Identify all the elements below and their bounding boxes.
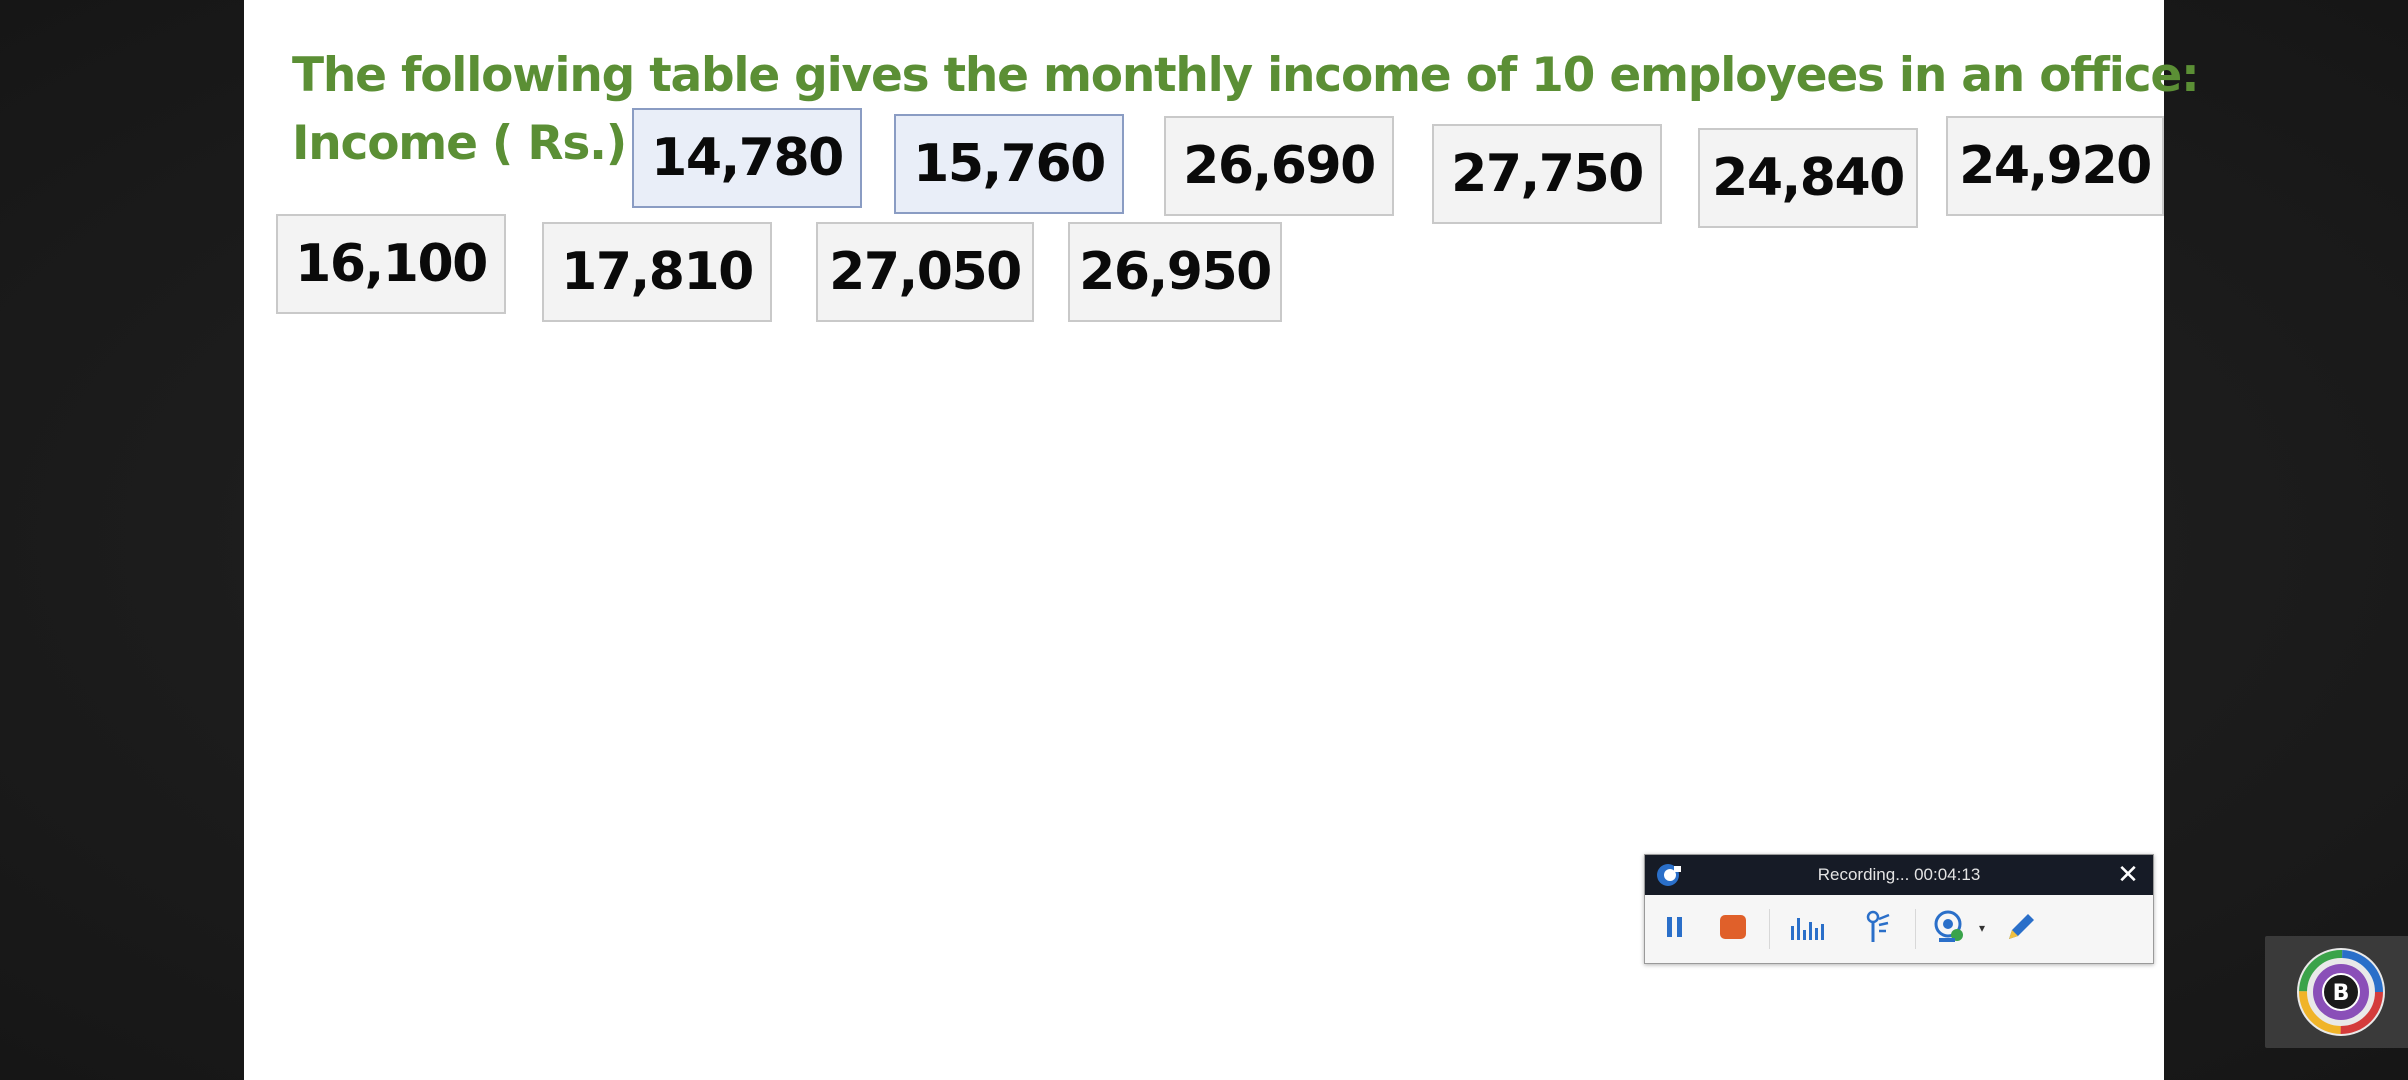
logo-letter: B	[2333, 981, 2350, 1006]
recording-status: Recording... 00:04:13	[1817, 865, 1981, 884]
audio-level-button[interactable]	[1787, 907, 1831, 951]
income-cell-2[interactable]: 15,760	[894, 114, 1124, 214]
income-cell-1[interactable]: 14,780	[632, 108, 862, 208]
toolbar-divider	[1769, 909, 1770, 949]
stop-button[interactable]	[1711, 907, 1755, 951]
close-icon[interactable]: ✕	[2117, 860, 2139, 890]
income-cell-10[interactable]: 26,950	[1068, 222, 1282, 322]
slide-heading: The following table gives the monthly in…	[292, 48, 2200, 103]
webcam-icon	[1931, 909, 1967, 949]
income-row-label: Income ( Rs.)	[292, 116, 627, 171]
pause-button[interactable]	[1653, 907, 1697, 951]
recorder-logo-icon	[1655, 862, 1683, 888]
recording-toolbar: Recording... 00:04:13 ✕	[1644, 854, 2154, 964]
recording-tools: ▾	[1645, 895, 2153, 963]
income-cell-5[interactable]: 24,840	[1698, 128, 1918, 228]
pause-icon	[1664, 914, 1686, 944]
draw-button[interactable]	[1999, 907, 2043, 951]
income-cell-7[interactable]: 16,100	[276, 214, 506, 314]
audio-level-icon	[1789, 912, 1829, 946]
toolbar-divider	[1915, 909, 1916, 949]
pen-icon	[2003, 909, 2039, 949]
webcam-button[interactable]	[1927, 907, 1971, 951]
stop-icon	[1718, 913, 1748, 945]
income-cell-6[interactable]: 24,920	[1946, 116, 2164, 216]
cursor-effects-icon	[1862, 909, 1892, 949]
recording-titlebar: Recording... 00:04:13 ✕	[1645, 855, 2153, 895]
cursor-effects-button[interactable]	[1855, 907, 1899, 951]
income-cell-4[interactable]: 27,750	[1432, 124, 1662, 224]
income-cell-8[interactable]: 17,810	[542, 222, 772, 322]
webcam-dropdown-icon[interactable]: ▾	[1979, 921, 1986, 935]
slide: The following table gives the monthly in…	[244, 0, 2200, 1080]
income-cell-3[interactable]: 26,690	[1164, 116, 1394, 216]
watermark-logo: B	[2265, 936, 2408, 1048]
income-cell-9[interactable]: 27,050	[816, 222, 1034, 322]
circular-b-logo-icon: B	[2297, 948, 2385, 1036]
